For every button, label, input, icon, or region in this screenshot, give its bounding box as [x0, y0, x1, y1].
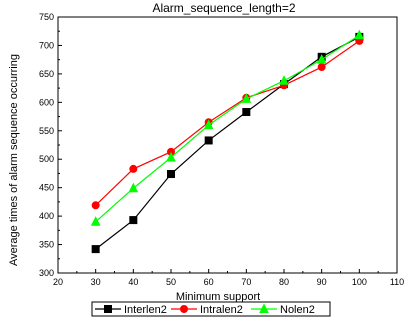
data-point-interlen2: [91, 245, 100, 254]
y-tick-label: 650: [39, 69, 54, 79]
y-tick-label: 750: [39, 12, 54, 22]
chart-title: Alarm_sequence_length=2: [152, 1, 295, 15]
y-tick-label: 300: [39, 268, 54, 278]
plot-area: 20 30 40 50 60 70 80 90 100 110 300 350 400 450 500 550…: [39, 12, 404, 287]
data-point-nolen2: [90, 216, 101, 226]
x-tick-label: 60: [204, 277, 214, 287]
y-tick-label: 600: [39, 97, 54, 107]
legend: Interlen2 Intralen2 Nolen2: [91, 301, 331, 317]
y-axis-title: Average times of alarm sequence occurrin…: [8, 54, 20, 266]
data-point-intralen2: [129, 164, 138, 173]
legend-marker-nolen2: [259, 303, 269, 313]
x-tick-label: 50: [166, 277, 176, 287]
x-tick-label: 110: [390, 277, 404, 287]
y-tick-label: 400: [39, 211, 54, 221]
data-point-interlen2: [129, 216, 138, 225]
x-tick-label: 100: [352, 277, 367, 287]
legend-label-interlen2: Interlen2: [124, 304, 167, 316]
x-tick-label: 90: [317, 277, 327, 287]
x-tick-label: 40: [128, 277, 138, 287]
data-point-interlen2: [167, 170, 175, 179]
x-axis-title: Minimum support: [176, 291, 260, 303]
data-point-nolen2: [316, 54, 327, 64]
data-point-interlen2: [242, 108, 251, 117]
legend-label-nolen2: Nolen2: [280, 304, 315, 316]
series-line-interlen2: [95, 36, 360, 250]
y-tick-label: 350: [39, 240, 54, 250]
data-point-intralen2: [317, 63, 326, 72]
legend-box: [91, 301, 331, 317]
data-point-nolen2: [128, 182, 139, 193]
data-point-nolen2: [279, 75, 289, 85]
x-tick-label: 20: [53, 277, 63, 287]
data-point-nolen2: [354, 29, 365, 40]
data-point-interlen2: [204, 136, 213, 145]
y-tick-label: 450: [39, 183, 54, 193]
series-line-nolen2: [95, 34, 360, 223]
legend-label-intralen2: Intralen2: [200, 304, 243, 316]
x-tick-label: 30: [91, 277, 101, 287]
y-tick-label: 550: [39, 126, 54, 136]
data-point-nolen2: [241, 93, 252, 103]
data-point-nolen2: [166, 151, 176, 162]
plot-frame: [57, 16, 398, 274]
y-tick-label: 700: [39, 40, 54, 50]
data-point-nolen2: [203, 119, 214, 130]
legend-marker-intralen2: [180, 305, 188, 313]
data-point-intralen2: [91, 201, 100, 210]
legend-marker-interlen2: [104, 305, 112, 313]
y-tick-label: 500: [39, 154, 54, 164]
series-line-intralen2: [95, 40, 360, 206]
x-tick-label: 80: [279, 277, 289, 287]
x-tick-label: 70: [241, 277, 251, 287]
